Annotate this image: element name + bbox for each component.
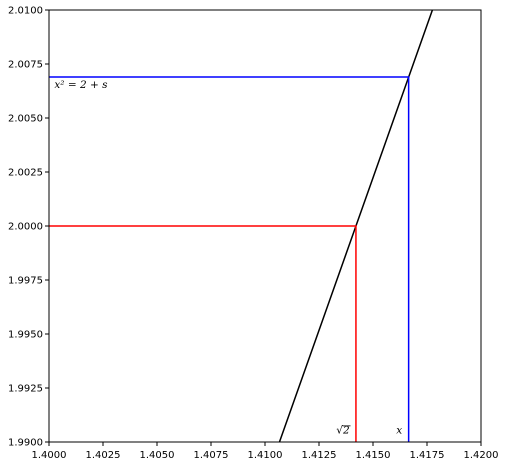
y-tick-label-0: 1.9900	[8, 438, 43, 449]
y-tick-label-2: 1.9950	[8, 330, 43, 341]
y-tick-label-8: 2.0100	[8, 6, 43, 17]
series-line-2	[49, 76, 410, 442]
x-tick-label-2: 1.4050	[140, 450, 175, 461]
y-axis: 1.9900 1.9925 1.9950 1.9975 2.0000 2.0025 2.00…	[8, 6, 49, 449]
y-tick-label-1: 1.9925	[8, 384, 43, 395]
x-tick-label-7: 1.4175	[410, 450, 445, 461]
x-tick-label-8: 1.4200	[464, 450, 499, 461]
x-axis: 1.4000 1.4025 1.4050 1.4075 1.4100 1.4125 1.41…	[32, 442, 499, 461]
annotation-layer: √2 x x² = 2 + s	[54, 79, 402, 437]
y-tick-label-3: 1.9975	[8, 276, 43, 287]
y-tick-label-6: 2.0050	[8, 114, 43, 125]
y-tick-label-7: 2.0075	[8, 60, 43, 71]
x-tick-label-3: 1.4075	[194, 450, 229, 461]
x-tick-label-6: 1.4150	[356, 450, 391, 461]
annotation-x: x	[396, 424, 402, 436]
x-tick-label-5: 1.4125	[302, 450, 337, 461]
y-tick-label-5: 2.0025	[8, 168, 43, 179]
series-line-1	[49, 225, 357, 442]
annotation-eq: x² = 2 + s	[54, 79, 108, 91]
y-tick-label-4: 2.0000	[8, 222, 43, 233]
x-tick-label-0: 1.4000	[32, 450, 67, 461]
annotation-sqrt2: √2	[336, 424, 350, 436]
series-layer	[49, 9, 434, 443]
x-tick-label-4: 1.4100	[248, 450, 283, 461]
x-tick-label-1: 1.4025	[86, 450, 121, 461]
